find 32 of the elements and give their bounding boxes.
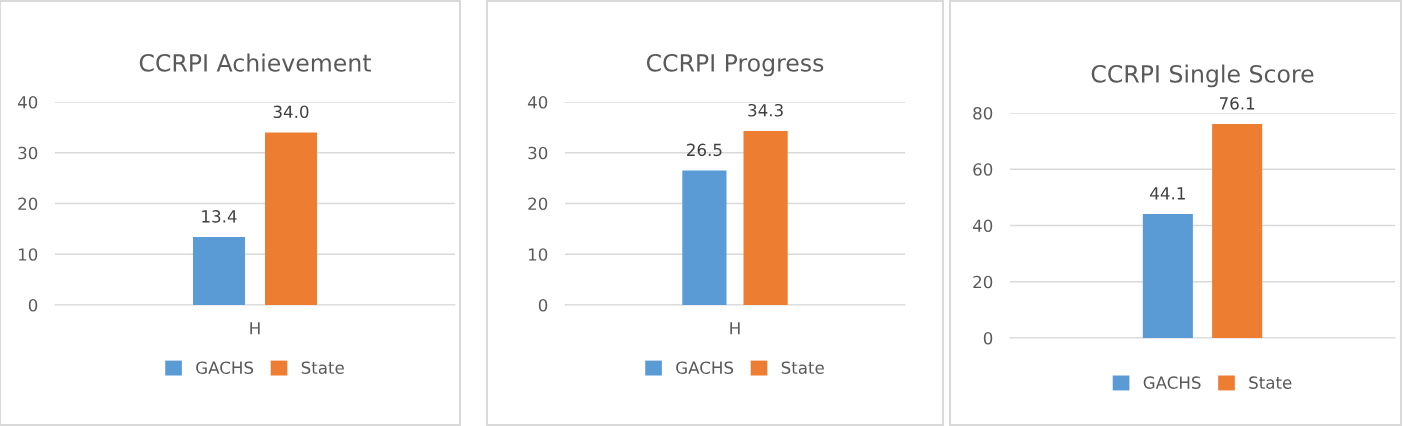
y-tick-label: 60 bbox=[973, 163, 993, 176]
y-tick-label: 20 bbox=[973, 275, 993, 289]
legend-label: State bbox=[301, 361, 344, 374]
chart-title: CCRPI Progress bbox=[646, 53, 824, 77]
legend-label: State bbox=[1249, 376, 1292, 389]
y-tick-label: 20 bbox=[528, 197, 548, 211]
legend-label: State bbox=[781, 361, 824, 374]
chart-title: CCRPI Achievement bbox=[139, 53, 371, 72]
y-tick-label: 0 bbox=[538, 298, 548, 312]
y-tick-label: 10 bbox=[528, 248, 548, 261]
y-tick-label: 40 bbox=[972, 219, 993, 233]
text: 34.3 bbox=[748, 103, 783, 117]
y-tick-label: 0 bbox=[28, 298, 38, 312]
x-tick-label: H bbox=[250, 322, 260, 335]
y-tick-label: 40 bbox=[527, 95, 548, 109]
chart-title: CCRPI Single Score bbox=[1091, 64, 1314, 88]
legend-label: GACHS bbox=[1143, 376, 1201, 389]
y-tick-label: 30 bbox=[18, 146, 38, 160]
text: 34.0 bbox=[273, 105, 309, 119]
x-tick-label: H bbox=[730, 322, 740, 335]
y-tick-label: 20 bbox=[18, 197, 38, 211]
y-tick-label: 0 bbox=[983, 331, 993, 345]
legend-label: GACHS bbox=[676, 361, 734, 374]
legend-label: GACHS bbox=[196, 361, 254, 374]
y-tick-label: 80 bbox=[973, 106, 993, 120]
text: 26.5 bbox=[687, 143, 722, 157]
text: 76.1 bbox=[1219, 97, 1255, 110]
y-tick-label: 10 bbox=[18, 248, 38, 261]
y-tick-label: 30 bbox=[528, 146, 548, 160]
y-tick-label: 40 bbox=[17, 95, 38, 109]
text: 44.1 bbox=[1150, 187, 1185, 200]
text: 13.4 bbox=[202, 210, 237, 223]
